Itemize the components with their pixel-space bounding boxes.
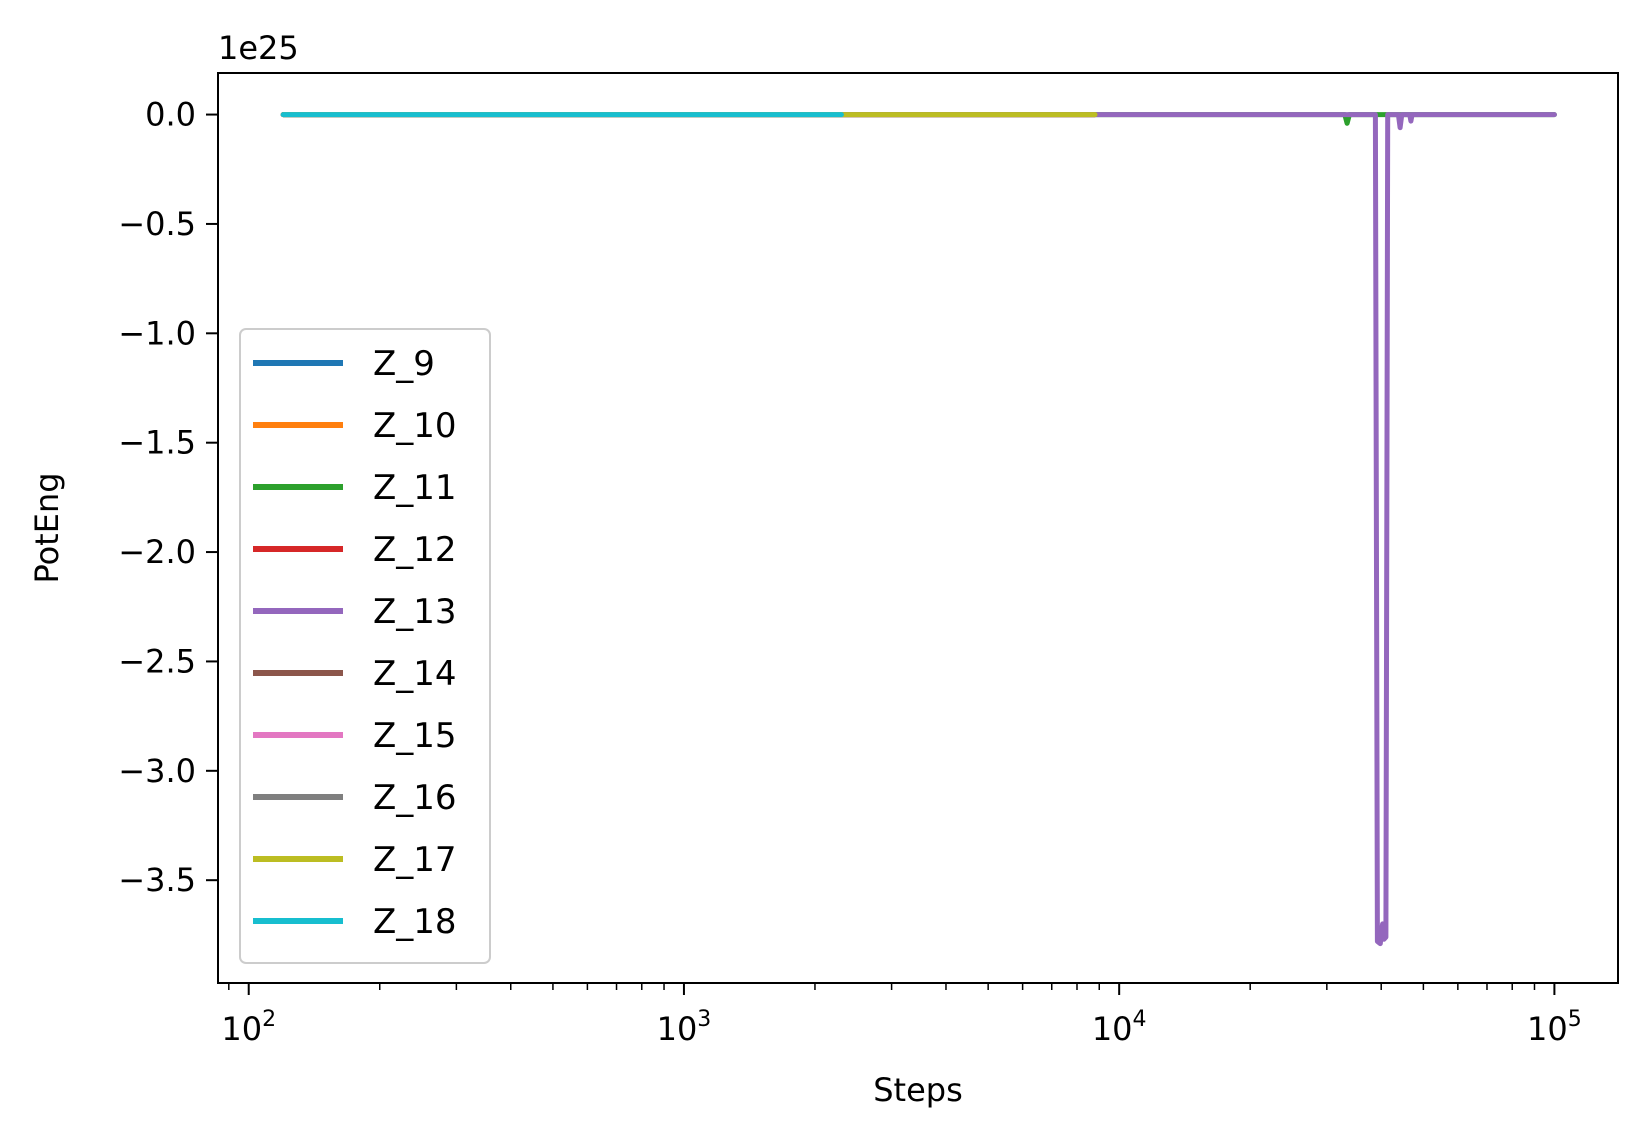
legend-label: Z_18 bbox=[373, 902, 457, 942]
legend-label: Z_17 bbox=[373, 840, 457, 880]
legend-label: Z_15 bbox=[373, 716, 457, 756]
x-tick-label: 102 bbox=[221, 1007, 276, 1048]
y-tick-label: −2.0 bbox=[118, 533, 196, 571]
legend-label: Z_16 bbox=[373, 778, 457, 818]
y-tick-label: −1.5 bbox=[118, 424, 196, 462]
legend-label: Z_9 bbox=[373, 344, 435, 384]
x-axis-ticks: 102 103 104 105 bbox=[221, 983, 1582, 1048]
x-tick-label: 105 bbox=[1527, 1007, 1582, 1048]
y-tick-label: −0.5 bbox=[118, 205, 196, 243]
y-tick-label: −3.5 bbox=[118, 861, 196, 899]
y-axis-ticks: 0.0 −0.5 −1.0 −1.5 −2.0 −2.5 −3.0 −3.5 bbox=[118, 96, 218, 899]
legend-label: Z_13 bbox=[373, 592, 457, 632]
legend-label: Z_12 bbox=[373, 530, 457, 570]
series-layer bbox=[280, 112, 1557, 947]
y-tick-label: −3.0 bbox=[118, 752, 196, 790]
legend-label: Z_11 bbox=[373, 468, 457, 508]
y-tick-label: −1.0 bbox=[118, 314, 196, 352]
x-axis-label: Steps bbox=[873, 1071, 963, 1109]
x-tick-label: 103 bbox=[657, 1007, 712, 1048]
x-tick-label: 104 bbox=[1092, 1007, 1147, 1048]
legend: Z_9 Z_10 Z_11 Z_12 Z_13 Z_14 Z_15 Z_16 Z_17 Z_18 bbox=[239, 328, 491, 964]
legend-label: Z_10 bbox=[373, 406, 457, 446]
y-offset-label: 1e25 bbox=[218, 29, 299, 67]
y-tick-label: −2.5 bbox=[118, 642, 196, 680]
axes-frame bbox=[217, 72, 1619, 984]
series-line-z-13 bbox=[280, 112, 1557, 947]
y-axis-label: PotEng bbox=[28, 472, 66, 583]
y-tick-label: 0.0 bbox=[145, 96, 196, 134]
legend-label: Z_14 bbox=[373, 654, 457, 694]
